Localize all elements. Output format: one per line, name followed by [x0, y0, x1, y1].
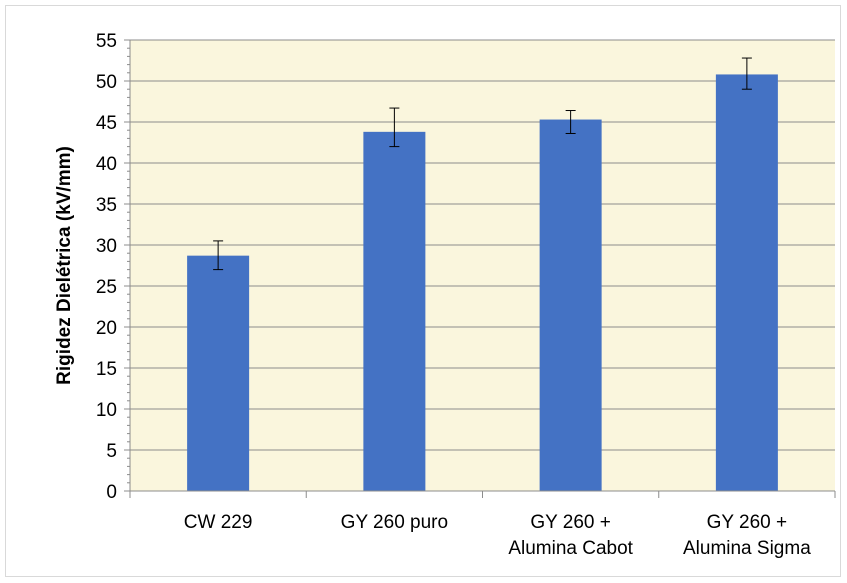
x-category-label-line: GY 260 puro	[341, 512, 448, 533]
y-tick-label: 5	[106, 441, 117, 462]
y-tick-labels: 0 5 10 15 20 25 30 35 40 45 50 55	[96, 31, 117, 503]
y-tick-label: 0	[106, 482, 117, 503]
x-category-label: GY 260 puro	[341, 512, 448, 533]
x-category-label-line: GY 260 +	[530, 512, 610, 533]
bar	[363, 131, 426, 491]
x-category-labels: CW 229 GY 260 puro GY 260 + Alumina CabotGY…	[184, 512, 811, 559]
x-category-label-line: CW 229	[184, 512, 253, 533]
y-tick-label: 40	[96, 154, 117, 175]
x-category-label-line: GY 260 +	[707, 512, 787, 533]
y-tick-label: 50	[96, 72, 117, 93]
x-category-label-line: Alumina Cabot	[508, 538, 633, 559]
y-tick-label: 25	[96, 277, 117, 298]
bar	[715, 74, 778, 491]
y-tick-label: 55	[96, 31, 117, 52]
bars	[187, 74, 778, 491]
y-tick-label: 20	[96, 318, 117, 339]
x-category-label-line: Alumina Sigma	[683, 538, 811, 559]
y-tick-label: 30	[96, 236, 117, 257]
y-tick-label: 15	[96, 359, 117, 380]
y-axis-title: Rigidez Dielétrica (kV/mm)	[54, 146, 75, 385]
bar	[539, 119, 602, 491]
y-tick-label: 45	[96, 113, 117, 134]
x-category-label: GY 260 + Alumina Cabot	[508, 512, 633, 559]
x-category-label: CW 229	[184, 512, 253, 533]
axes	[124, 39, 836, 498]
x-category-label: GY 260 + Alumina Sigma	[683, 512, 811, 559]
y-tick-label: 10	[96, 400, 117, 421]
bar	[187, 255, 250, 491]
y-tick-label: 35	[96, 195, 117, 216]
error-bars	[213, 57, 752, 271]
